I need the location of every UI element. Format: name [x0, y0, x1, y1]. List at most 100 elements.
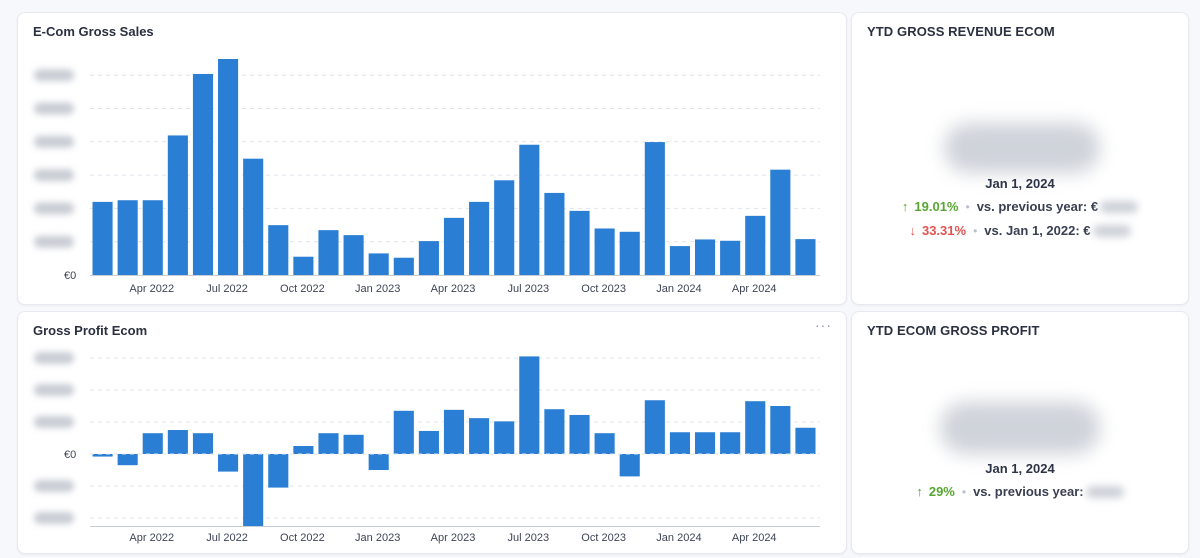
- x-tick-label: Jan 2024: [656, 283, 701, 295]
- ytd-revenue-card: YTD GROSS REVENUE ECOM Jan 1, 2024 ↑ 19.…: [851, 12, 1189, 305]
- y-tick-label-redacted: [34, 135, 74, 148]
- bar[interactable]: [92, 454, 113, 457]
- bar[interactable]: [594, 433, 615, 454]
- bar[interactable]: [443, 409, 465, 454]
- bar[interactable]: [694, 432, 716, 454]
- bar[interactable]: [293, 446, 314, 454]
- bar[interactable]: [243, 158, 264, 275]
- bar[interactable]: [720, 240, 741, 275]
- x-tick-label: Jan 2024: [656, 532, 701, 544]
- bar[interactable]: [92, 201, 113, 275]
- bar[interactable]: [218, 59, 239, 275]
- gross-profit-title[interactable]: Gross Profit Ecom: [33, 323, 148, 338]
- bar[interactable]: [619, 231, 640, 275]
- bar[interactable]: [720, 432, 741, 454]
- bar[interactable]: [192, 73, 214, 275]
- bar[interactable]: [343, 235, 364, 275]
- bar[interactable]: [368, 454, 389, 470]
- bar[interactable]: [569, 210, 590, 275]
- bar[interactable]: [519, 144, 540, 275]
- ytd-profit-comparison-1: ↑ 29% • vs. previous year:: [852, 484, 1188, 499]
- ytd-revenue-title[interactable]: YTD GROSS REVENUE ECOM: [867, 24, 1055, 39]
- bar[interactable]: [368, 253, 389, 275]
- y-tick-label: €0: [64, 270, 76, 282]
- bar[interactable]: [418, 430, 439, 454]
- ytd-revenue-value-redacted: [944, 123, 1100, 173]
- gross-profit-card: Gross Profit Ecom ··· €0 Apr 2022 Jul 2022…: [17, 311, 847, 554]
- bar[interactable]: [393, 257, 414, 275]
- x-tick-label: Apr 2023: [431, 532, 476, 544]
- bar[interactable]: [745, 215, 766, 275]
- ytd-profit-value-redacted: [940, 402, 1100, 454]
- bar[interactable]: [745, 401, 766, 454]
- comparison-label: vs. previous year:: [973, 484, 1084, 499]
- more-options-button[interactable]: ···: [815, 317, 832, 333]
- bar[interactable]: [318, 433, 339, 454]
- y-tick-label: €0: [64, 449, 76, 461]
- bar[interactable]: [569, 414, 590, 454]
- bar[interactable]: [218, 454, 239, 472]
- comparison-label: vs. Jan 1, 2022: €: [984, 223, 1091, 238]
- bar[interactable]: [192, 433, 214, 454]
- bar[interactable]: [494, 421, 515, 454]
- bar[interactable]: [469, 418, 490, 454]
- bar[interactable]: [519, 356, 540, 454]
- x-tick-label: Oct 2022: [280, 532, 325, 544]
- bar[interactable]: [142, 433, 163, 454]
- bar[interactable]: [770, 406, 791, 454]
- bar[interactable]: [644, 142, 665, 275]
- bar[interactable]: [469, 201, 490, 275]
- separator-dot: •: [961, 484, 967, 499]
- y-tick-label-redacted: [34, 352, 74, 364]
- bar[interactable]: [544, 409, 565, 454]
- bar[interactable]: [795, 427, 816, 454]
- bar[interactable]: [669, 432, 690, 454]
- x-tick-label: Jan 2023: [355, 532, 400, 544]
- bar[interactable]: [795, 239, 816, 275]
- bar[interactable]: [117, 454, 138, 466]
- bar[interactable]: [268, 225, 289, 275]
- gross-sales-title[interactable]: E-Com Gross Sales: [33, 24, 154, 39]
- bar[interactable]: [544, 192, 565, 275]
- y-tick-label-redacted: [34, 416, 74, 428]
- bar[interactable]: [142, 200, 163, 275]
- bar[interactable]: [443, 217, 465, 275]
- bar[interactable]: [318, 230, 339, 275]
- bar[interactable]: [694, 239, 716, 275]
- arrow-up-icon: ↑: [916, 484, 923, 499]
- ytd-profit-card: YTD ECOM GROSS PROFIT Jan 1, 2024 ↑ 29% …: [851, 311, 1189, 554]
- bar[interactable]: [644, 400, 665, 454]
- gross-profit-chart[interactable]: €0 Apr 2022 Jul 2022 Oct 2022 Jan 2023 Apr 20…: [18, 312, 847, 554]
- x-tick-label: Apr 2022: [129, 532, 174, 544]
- bar[interactable]: [594, 228, 615, 275]
- separator-dot: •: [965, 199, 970, 214]
- x-tick-label: Oct 2023: [581, 283, 626, 295]
- ytd-profit-date: Jan 1, 2024: [985, 461, 1055, 476]
- bar[interactable]: [117, 200, 138, 275]
- bar[interactable]: [418, 241, 439, 275]
- bar[interactable]: [167, 135, 188, 275]
- x-tick-label: Jul 2023: [508, 283, 550, 295]
- x-tick-label: Jul 2022: [206, 283, 248, 295]
- comparison-value-redacted: [1100, 200, 1139, 213]
- comparison-label: vs. previous year: €: [976, 199, 1099, 214]
- bar[interactable]: [343, 434, 364, 454]
- gross-sales-chart[interactable]: €0 Apr 2022 Jul 2022 Oct 2022 Jan 2023 Apr 20…: [18, 13, 847, 305]
- y-tick-label-redacted: [34, 235, 74, 248]
- bar[interactable]: [167, 430, 188, 454]
- comparison-value-redacted: [1092, 224, 1131, 237]
- bar[interactable]: [494, 180, 515, 275]
- bar[interactable]: [268, 454, 289, 488]
- bar[interactable]: [770, 169, 791, 275]
- ytd-revenue-date: Jan 1, 2024: [985, 176, 1055, 191]
- y-tick-label-redacted: [34, 169, 74, 182]
- bar[interactable]: [393, 410, 414, 454]
- bar[interactable]: [669, 246, 690, 275]
- bar[interactable]: [619, 454, 640, 477]
- bar[interactable]: [243, 454, 264, 526]
- bar[interactable]: [293, 256, 314, 275]
- x-tick-label: Oct 2022: [280, 283, 325, 295]
- ytd-profit-title[interactable]: YTD ECOM GROSS PROFIT: [867, 323, 1040, 338]
- y-tick-label-redacted: [34, 69, 74, 82]
- y-tick-label-redacted: [34, 480, 74, 492]
